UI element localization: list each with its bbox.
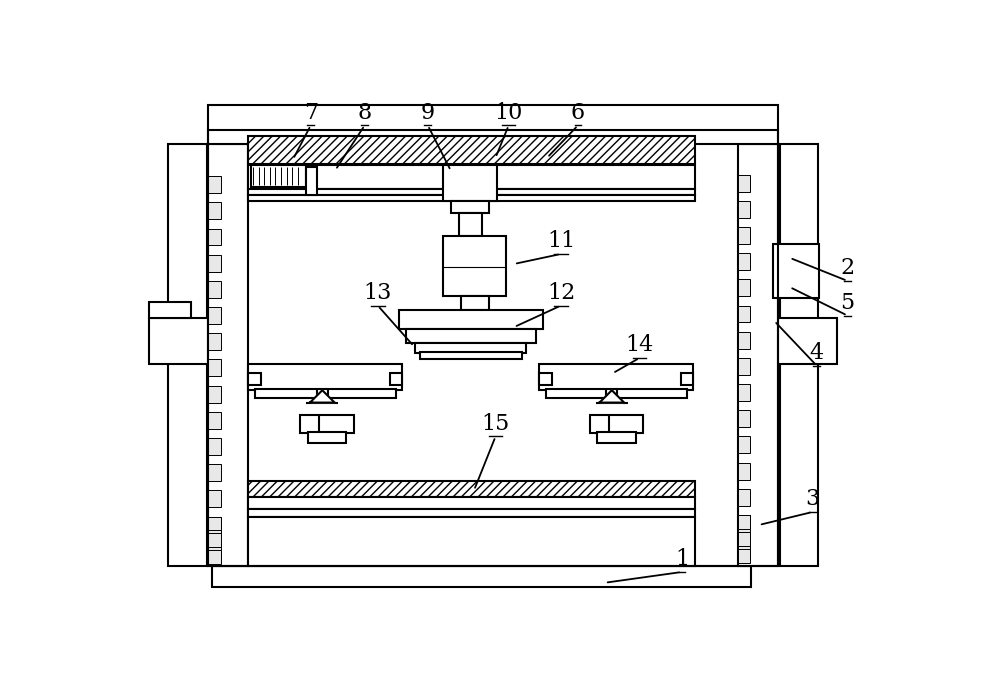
Bar: [149, 318, 211, 364]
Text: 4: 4: [810, 342, 824, 364]
Bar: [208, 144, 248, 566]
Bar: [208, 411, 221, 428]
Bar: [415, 342, 526, 353]
Bar: [776, 318, 837, 364]
Bar: [168, 144, 207, 566]
Bar: [248, 496, 695, 509]
Bar: [212, 566, 751, 587]
Bar: [738, 332, 750, 349]
Bar: [390, 373, 402, 385]
Bar: [738, 515, 750, 529]
Text: 12: 12: [547, 282, 575, 304]
Bar: [738, 515, 750, 532]
Bar: [459, 213, 482, 236]
Bar: [546, 388, 687, 398]
Bar: [208, 202, 221, 219]
Bar: [738, 410, 750, 427]
Bar: [443, 236, 506, 296]
Text: 14: 14: [625, 334, 654, 356]
Bar: [681, 373, 693, 385]
Bar: [443, 166, 497, 201]
Bar: [308, 432, 346, 443]
Bar: [738, 462, 750, 479]
Bar: [248, 364, 402, 390]
Bar: [773, 244, 819, 298]
Bar: [539, 373, 552, 385]
Bar: [738, 541, 750, 558]
Text: 8: 8: [358, 102, 372, 124]
Text: 9: 9: [421, 102, 435, 124]
Bar: [306, 167, 317, 195]
Bar: [208, 307, 221, 324]
Bar: [208, 517, 221, 530]
Text: 13: 13: [364, 282, 392, 304]
Bar: [738, 437, 750, 454]
Bar: [738, 549, 750, 563]
Bar: [248, 517, 695, 566]
Bar: [255, 388, 396, 398]
Bar: [738, 227, 750, 244]
Bar: [149, 302, 191, 318]
Bar: [208, 359, 221, 376]
Bar: [208, 229, 221, 246]
Bar: [208, 534, 221, 547]
Bar: [738, 144, 778, 566]
Bar: [208, 438, 221, 455]
Bar: [208, 281, 221, 298]
Polygon shape: [600, 390, 624, 403]
Bar: [738, 532, 750, 546]
Text: 2: 2: [840, 257, 855, 279]
Bar: [300, 415, 354, 433]
Bar: [248, 195, 695, 201]
Text: 3: 3: [806, 488, 820, 511]
Bar: [248, 189, 695, 195]
Bar: [208, 386, 221, 403]
Bar: [248, 136, 695, 164]
Text: 6: 6: [571, 102, 585, 124]
Bar: [208, 105, 778, 566]
Bar: [248, 481, 695, 496]
Bar: [738, 201, 750, 218]
Bar: [208, 464, 221, 481]
Bar: [248, 166, 695, 189]
Polygon shape: [310, 390, 335, 403]
Bar: [738, 279, 750, 296]
Text: 1: 1: [675, 549, 689, 570]
Bar: [738, 489, 750, 506]
Bar: [738, 358, 750, 375]
Bar: [208, 176, 221, 193]
Text: 5: 5: [840, 292, 855, 314]
Bar: [590, 415, 643, 433]
Bar: [597, 432, 636, 443]
Bar: [461, 296, 489, 310]
Text: 7: 7: [304, 102, 318, 124]
Bar: [208, 517, 221, 534]
Bar: [738, 384, 750, 401]
Bar: [539, 364, 693, 390]
Bar: [208, 543, 221, 559]
Bar: [208, 255, 221, 272]
Text: 15: 15: [481, 413, 510, 435]
Bar: [738, 175, 750, 191]
Bar: [738, 253, 750, 270]
Bar: [399, 310, 543, 329]
Text: 11: 11: [547, 230, 575, 253]
Bar: [208, 551, 221, 564]
Bar: [451, 201, 489, 213]
Bar: [208, 130, 778, 144]
Bar: [248, 509, 695, 517]
Bar: [208, 333, 221, 350]
Bar: [248, 373, 261, 385]
Bar: [251, 166, 306, 187]
Bar: [738, 306, 750, 323]
Bar: [780, 144, 818, 566]
Bar: [406, 329, 536, 342]
Bar: [208, 490, 221, 507]
Text: 10: 10: [494, 102, 523, 124]
Bar: [420, 352, 522, 359]
